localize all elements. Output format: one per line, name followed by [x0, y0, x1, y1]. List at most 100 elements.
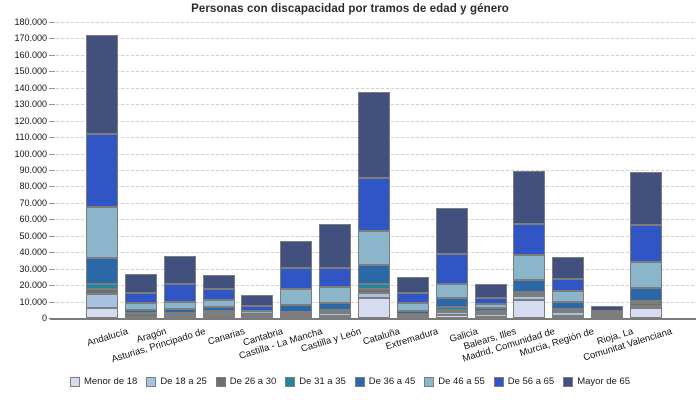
legend-item[interactable]: De 56 a 65 [493, 376, 554, 387]
bar-segment[interactable] [280, 289, 313, 305]
bar-segment[interactable] [629, 225, 662, 263]
bar-segment[interactable] [474, 308, 507, 311]
bar-segment[interactable] [86, 308, 118, 318]
bar-segment[interactable] [435, 314, 468, 318]
bar-segment[interactable] [474, 304, 507, 309]
bar-segment[interactable] [163, 313, 196, 316]
bar-segment[interactable] [474, 284, 507, 299]
bar-segment[interactable] [124, 274, 157, 293]
bar-segment[interactable] [357, 265, 390, 285]
bar-segment[interactable] [629, 305, 662, 309]
bar-segment[interactable] [357, 231, 390, 266]
bar-segment[interactable] [124, 309, 157, 314]
bar-segment[interactable] [474, 316, 507, 319]
bar-segment[interactable] [513, 291, 546, 295]
bar-segment[interactable] [86, 283, 118, 290]
bar-segment[interactable] [280, 241, 313, 269]
bar-segment[interactable] [629, 303, 662, 306]
bar-segment[interactable] [474, 314, 507, 317]
bar-segment[interactable] [552, 256, 585, 279]
bar-segment[interactable] [124, 303, 157, 310]
bar-segment[interactable] [319, 309, 352, 312]
bar-segment[interactable] [435, 298, 468, 308]
bar-segment[interactable] [435, 284, 468, 299]
bar-segment[interactable] [319, 311, 352, 314]
bar-segment[interactable] [513, 294, 546, 297]
bar-segment[interactable] [396, 302, 429, 311]
bar-segment[interactable] [513, 224, 546, 255]
bar-segment[interactable] [202, 311, 235, 314]
bar-segment[interactable] [591, 310, 624, 314]
legend-item[interactable]: Mayor de 65 [563, 376, 630, 387]
bar-segment[interactable] [86, 293, 118, 309]
bar-segment[interactable] [357, 177, 390, 232]
bar-segment[interactable] [163, 256, 196, 285]
bar-segment[interactable] [396, 277, 429, 294]
bar-segment[interactable] [552, 309, 585, 312]
legend-item[interactable]: De 46 a 55 [424, 376, 485, 387]
legend-item[interactable]: De 31 a 35 [285, 376, 346, 387]
bar-segment[interactable] [552, 316, 585, 319]
bar-segment[interactable] [163, 284, 196, 302]
bar-segment[interactable] [435, 309, 468, 313]
bar-segment[interactable] [396, 293, 429, 303]
bar-segment[interactable] [629, 308, 662, 318]
bar-segment[interactable] [513, 280, 546, 292]
bar-segment[interactable] [474, 310, 507, 313]
bar-segment[interactable] [591, 313, 624, 316]
bar-segment[interactable] [629, 171, 662, 226]
legend-item[interactable]: De 26 a 30 [215, 376, 276, 387]
bar-segment[interactable] [629, 288, 662, 302]
bar-segment[interactable] [241, 310, 274, 315]
bar-segment[interactable] [280, 312, 313, 315]
bar-segment[interactable] [241, 314, 274, 317]
bar-segment[interactable] [552, 312, 585, 317]
bar-segment[interactable] [202, 274, 235, 290]
bar-segment[interactable] [319, 313, 352, 316]
bar-segment[interactable] [629, 262, 662, 289]
bar-segment[interactable] [591, 306, 624, 311]
bar-segment[interactable] [86, 207, 118, 259]
bar-segment[interactable] [319, 302, 352, 310]
bar-segment[interactable] [202, 307, 235, 312]
bar-segment[interactable] [357, 284, 390, 290]
bar-segment[interactable] [163, 309, 196, 314]
bar-segment[interactable] [552, 291, 585, 302]
bar-segment[interactable] [319, 267, 352, 288]
bar-segment[interactable] [124, 293, 157, 304]
bar-segment[interactable] [86, 34, 118, 135]
legend-item[interactable]: De 18 a 25 [146, 376, 207, 387]
bar-segment[interactable] [319, 316, 352, 319]
bar-segment[interactable] [357, 91, 390, 178]
bar-segment[interactable] [591, 315, 624, 318]
bar-segment[interactable] [396, 313, 429, 316]
bar-segment[interactable] [552, 278, 585, 292]
bar-segment[interactable] [202, 315, 235, 318]
bar-segment[interactable] [435, 254, 468, 285]
bar-segment[interactable] [86, 289, 118, 294]
bar-segment[interactable] [357, 298, 390, 318]
bar-segment[interactable] [435, 307, 468, 310]
bar-segment[interactable] [86, 134, 118, 207]
bar-segment[interactable] [280, 268, 313, 290]
bar-segment[interactable] [241, 294, 274, 306]
bar-segment[interactable] [513, 300, 546, 318]
bar-segment[interactable] [474, 298, 507, 305]
bar-segment[interactable] [319, 224, 352, 268]
bar-segment[interactable] [280, 305, 313, 313]
bar-segment[interactable] [629, 301, 662, 304]
bar-segment[interactable] [396, 310, 429, 314]
bar-segment[interactable] [86, 258, 118, 284]
bar-segment[interactable] [280, 315, 313, 318]
bar-segment[interactable] [202, 300, 235, 308]
bar-segment[interactable] [357, 289, 390, 294]
bar-segment[interactable] [124, 313, 157, 316]
bar-segment[interactable] [552, 301, 585, 310]
bar-segment[interactable] [357, 293, 390, 299]
bar-segment[interactable] [513, 170, 546, 225]
bar-segment[interactable] [241, 305, 274, 311]
legend-item[interactable]: De 36 a 45 [354, 376, 415, 387]
bar-segment[interactable] [124, 317, 157, 319]
bar-segment[interactable] [319, 287, 352, 303]
bar-segment[interactable] [435, 312, 468, 315]
